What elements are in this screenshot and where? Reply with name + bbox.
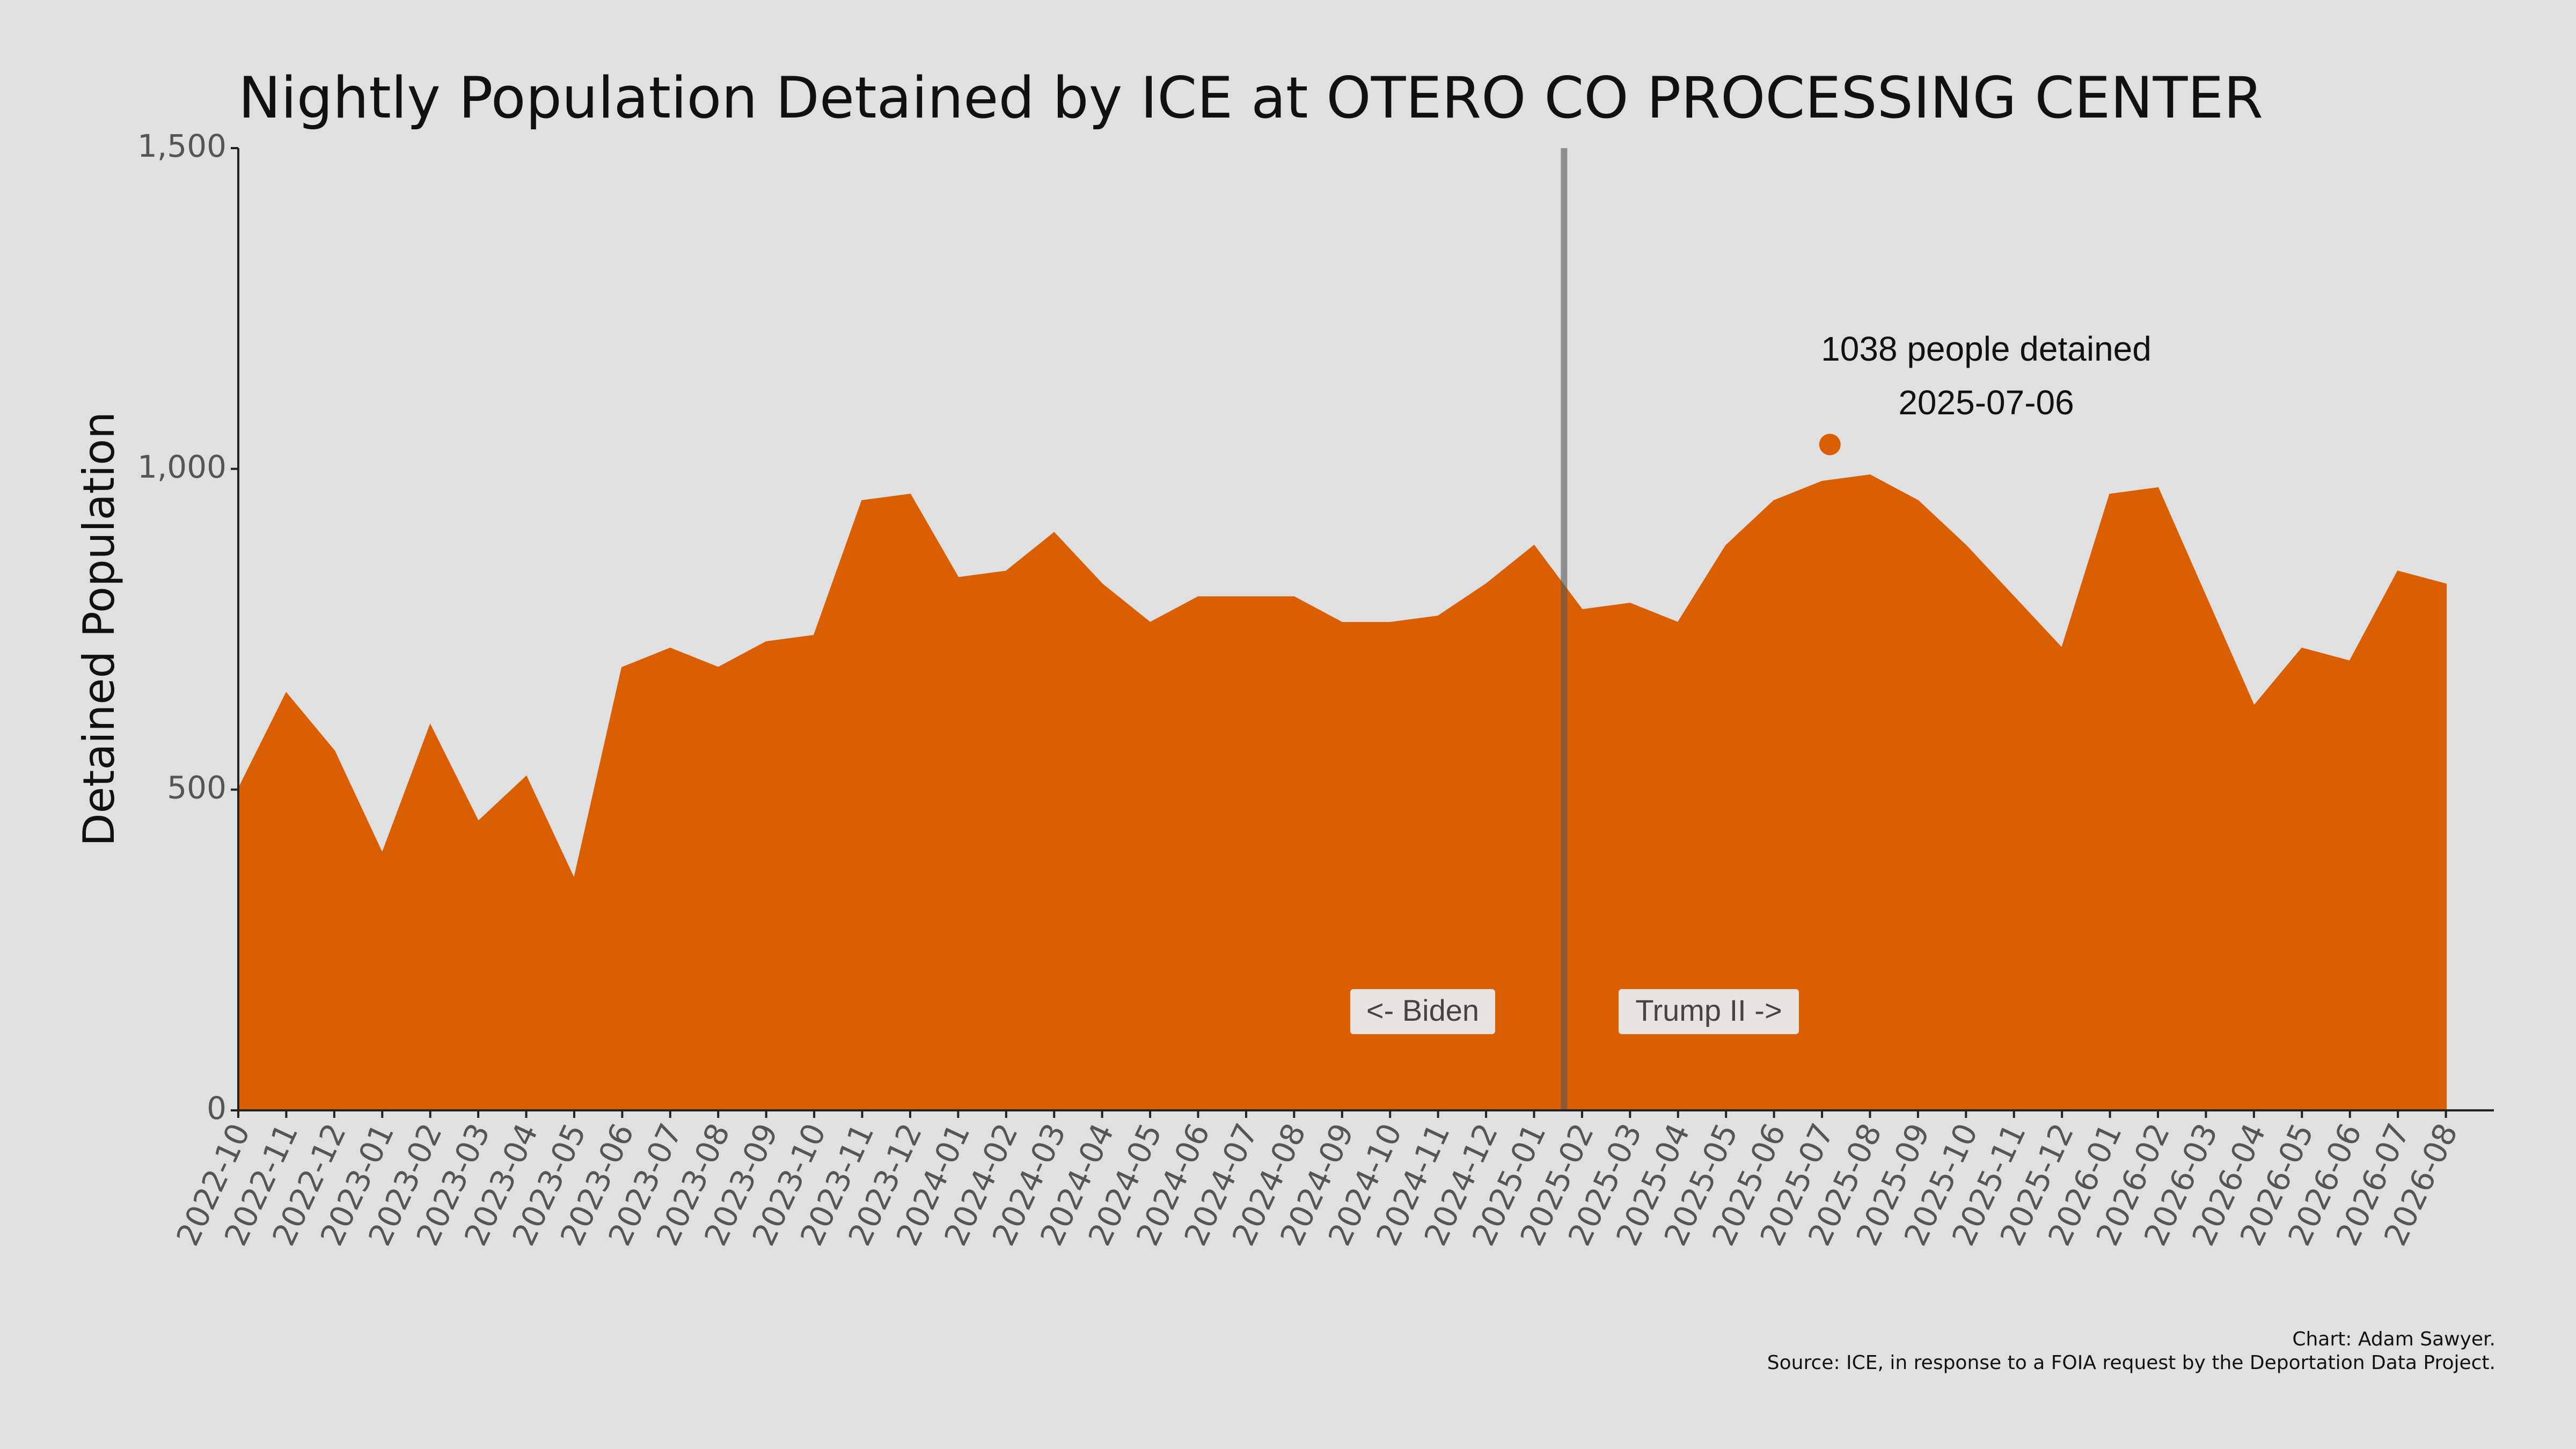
credit: Chart: Adam Sawyer. [2292,1328,2496,1350]
annotation-label: 1038 people detained [1821,330,2151,368]
label-box [1350,989,1495,1034]
y-tick-label: 1,000 [137,449,226,485]
y-tick-label: 0 [207,1090,226,1126]
era-label: Trump II -> [1635,993,1782,1027]
annotation-date: 2025-07-06 [1898,383,2074,422]
chart-title: Nightly Population Detained by ICE at OT… [238,65,2263,131]
era-label: <- Biden [1366,993,1479,1027]
y-tick-label: 1,500 [137,128,226,164]
y-axis-label: Detained Population [74,412,124,846]
credit: Source: ICE, in response to a FOIA reque… [1767,1352,2496,1374]
area [237,474,2447,1111]
label-box [1619,989,1799,1034]
y-tick-label: 500 [167,769,226,806]
peak-marker [1819,434,1841,456]
